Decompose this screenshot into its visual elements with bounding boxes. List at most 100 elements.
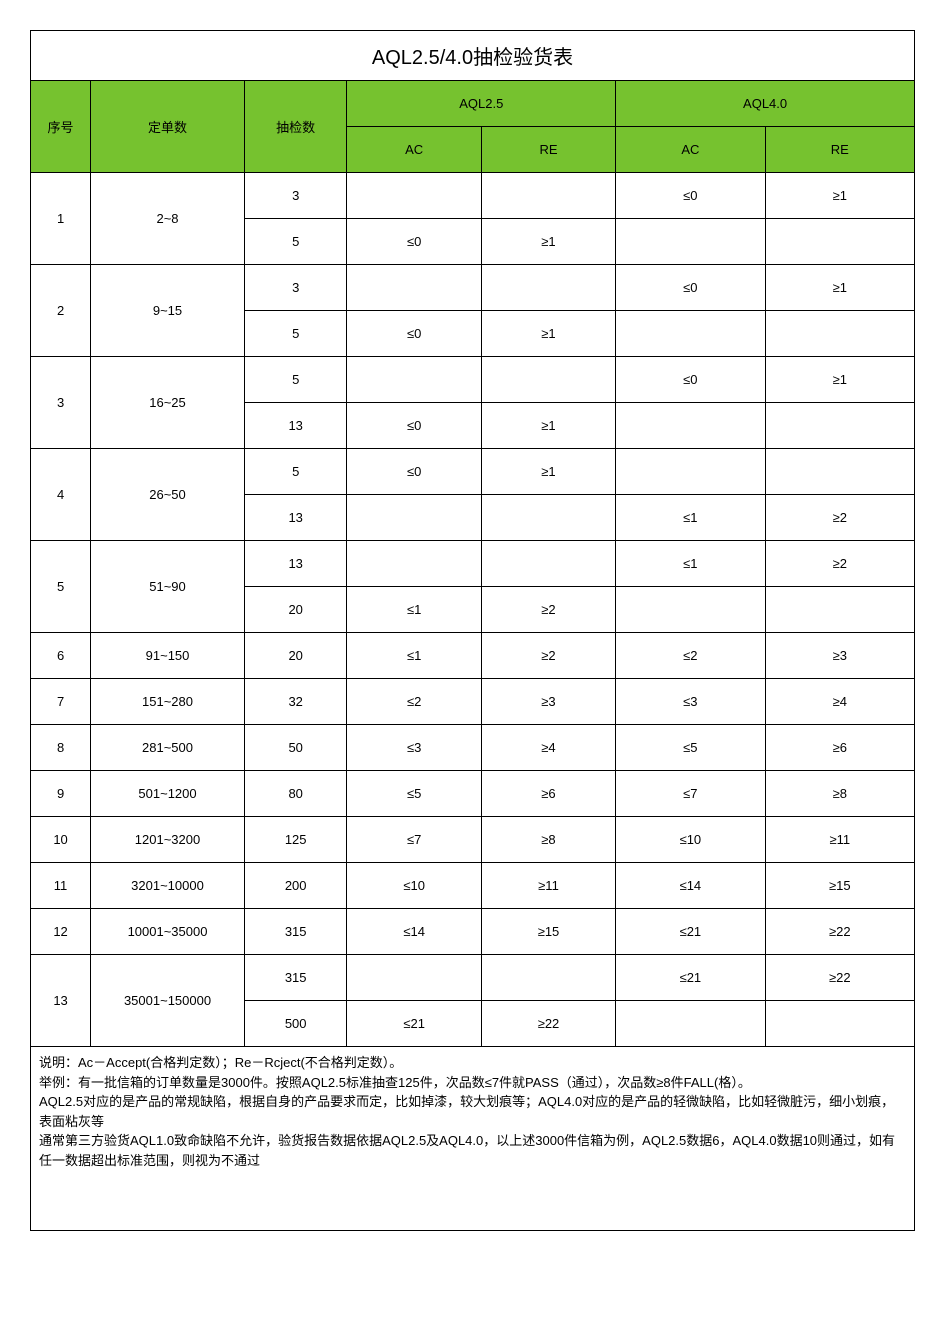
cell-aql25-ac: ≤0 [347,449,481,495]
cell-aql40-ac: ≤5 [616,725,765,771]
cell-sample: 20 [244,633,347,679]
cell-aql40-ac [616,587,765,633]
cell-aql40-ac [616,311,765,357]
cell-order-qty: 10001~35000 [91,909,245,955]
col-sample: 抽检数 [244,81,347,173]
cell-order-qty: 151~280 [91,679,245,725]
col-aql40-ac: AC [616,127,765,173]
cell-aql40-ac: ≤0 [616,357,765,403]
cell-aql25-re [481,357,615,403]
col-seq: 序号 [31,81,91,173]
cell-aql25-ac: ≤1 [347,633,481,679]
table-row: 691~15020≤1≥2≤2≥3 [31,633,915,679]
cell-aql25-re: ≥1 [481,403,615,449]
cell-aql25-re: ≥4 [481,725,615,771]
cell-aql40-ac: ≤0 [616,173,765,219]
col-order-qty: 定单数 [91,81,245,173]
cell-aql25-re: ≥1 [481,219,615,265]
cell-aql40-re [765,1001,914,1047]
table-row: 29~153≤0≥1 [31,265,915,311]
table-row: 8281~50050≤3≥4≤5≥6 [31,725,915,771]
cell-sample: 13 [244,403,347,449]
cell-aql40-re [765,311,914,357]
cell-aql40-re: ≥15 [765,863,914,909]
cell-sample: 3 [244,173,347,219]
cell-order-qty: 3201~10000 [91,863,245,909]
cell-aql40-ac: ≤7 [616,771,765,817]
notes-line: 举例：有一批信箱的订单数量是3000件。按照AQL2.5标准抽查125件，次品数… [39,1073,906,1093]
cell-aql40-re: ≥4 [765,679,914,725]
cell-aql40-re: ≥1 [765,357,914,403]
cell-sample: 3 [244,265,347,311]
cell-order-qty: 51~90 [91,541,245,633]
cell-aql25-ac: ≤2 [347,679,481,725]
cell-aql40-ac: ≤21 [616,955,765,1001]
cell-sample: 5 [244,357,347,403]
cell-seq: 6 [31,633,91,679]
cell-aql25-re: ≥1 [481,449,615,495]
cell-seq: 1 [31,173,91,265]
notes-line: AQL2.5对应的是产品的常规缺陷，根据自身的产品要求而定，比如掉漆，较大划痕等… [39,1092,906,1131]
col-aql25-ac: AC [347,127,481,173]
table-row: 551~9013≤1≥2 [31,541,915,587]
cell-sample: 125 [244,817,347,863]
cell-aql25-re [481,265,615,311]
cell-aql40-re: ≥2 [765,495,914,541]
cell-aql25-re [481,173,615,219]
cell-order-qty: 501~1200 [91,771,245,817]
cell-order-qty: 35001~150000 [91,955,245,1047]
cell-seq: 2 [31,265,91,357]
cell-seq: 10 [31,817,91,863]
cell-aql40-re: ≥3 [765,633,914,679]
cell-aql25-ac: ≤10 [347,863,481,909]
cell-aql25-ac [347,955,481,1001]
cell-seq: 9 [31,771,91,817]
cell-order-qty: 9~15 [91,265,245,357]
cell-aql25-re: ≥2 [481,587,615,633]
cell-aql40-ac: ≤1 [616,495,765,541]
cell-aql40-re [765,403,914,449]
cell-aql25-re [481,495,615,541]
cell-aql40-ac: ≤14 [616,863,765,909]
cell-aql25-re: ≥8 [481,817,615,863]
cell-aql25-re: ≥22 [481,1001,615,1047]
cell-seq: 12 [31,909,91,955]
cell-seq: 13 [31,955,91,1047]
cell-aql40-re: ≥22 [765,955,914,1001]
table-row: 7151~28032≤2≥3≤3≥4 [31,679,915,725]
col-aql40: AQL4.0 [616,81,915,127]
cell-aql25-ac [347,541,481,587]
cell-aql40-re: ≥11 [765,817,914,863]
aql-table: AQL2.5/4.0抽检验货表 序号 定单数 抽检数 AQL2.5 AQL4.0… [30,30,915,1231]
cell-sample: 5 [244,311,347,357]
cell-aql40-re: ≥2 [765,541,914,587]
cell-aql40-ac [616,403,765,449]
cell-aql40-ac: ≤0 [616,265,765,311]
cell-aql25-ac: ≤0 [347,311,481,357]
table-row: 12~83≤0≥1 [31,173,915,219]
table-row: 101201~3200125≤7≥8≤10≥11 [31,817,915,863]
col-aql25: AQL2.5 [347,81,616,127]
cell-order-qty: 1201~3200 [91,817,245,863]
cell-sample: 315 [244,955,347,1001]
cell-order-qty: 281~500 [91,725,245,771]
cell-seq: 3 [31,357,91,449]
cell-aql25-ac [347,173,481,219]
cell-aql40-ac [616,1001,765,1047]
cell-aql40-ac: ≤21 [616,909,765,955]
cell-order-qty: 2~8 [91,173,245,265]
cell-aql40-re [765,449,914,495]
table-row: 9501~120080≤5≥6≤7≥8 [31,771,915,817]
table-row: 426~505≤0≥1 [31,449,915,495]
cell-aql25-ac: ≤3 [347,725,481,771]
cell-aql25-ac: ≤1 [347,587,481,633]
cell-aql25-re [481,955,615,1001]
table-title: AQL2.5/4.0抽检验货表 [31,31,915,81]
cell-sample: 5 [244,219,347,265]
cell-aql25-ac: ≤5 [347,771,481,817]
cell-aql40-re: ≥8 [765,771,914,817]
cell-sample: 50 [244,725,347,771]
cell-seq: 11 [31,863,91,909]
cell-aql40-ac: ≤3 [616,679,765,725]
cell-aql40-re: ≥1 [765,173,914,219]
